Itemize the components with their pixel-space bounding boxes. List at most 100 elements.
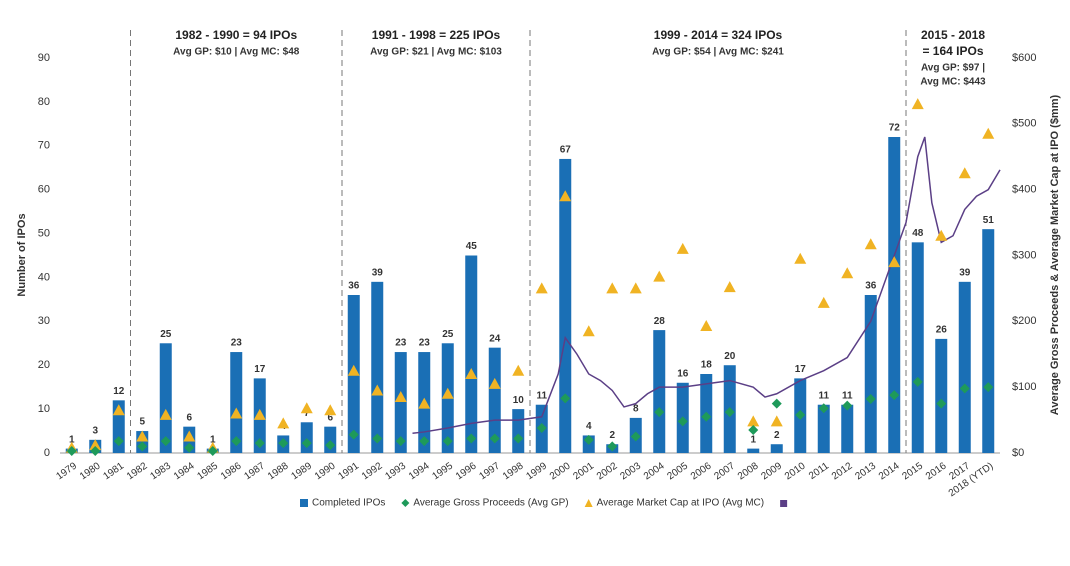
bar-value-label: 36 — [348, 281, 360, 292]
x-tick-label: 2007 — [712, 460, 737, 482]
legend-label: Completed IPOs — [312, 498, 385, 509]
bar-value-label: 2 — [609, 430, 615, 441]
mc-marker — [441, 387, 454, 399]
gp-marker — [113, 436, 124, 447]
mc-marker — [770, 415, 783, 427]
x-tick-label: 1994 — [407, 460, 432, 482]
gp-marker — [889, 390, 900, 401]
x-tick-label: 2010 — [783, 460, 808, 482]
period-subtitle: Avg GP: $54 | Avg MC: $241 — [652, 47, 784, 58]
gp-marker — [912, 376, 923, 387]
bar-value-label: 48 — [912, 228, 924, 239]
y-tick-label: 80 — [38, 96, 50, 108]
x-tick-label: 1980 — [78, 460, 103, 482]
bar — [911, 242, 924, 453]
bar-value-label: 11 — [818, 390, 829, 401]
y-tick-label: 60 — [38, 184, 50, 196]
x-tick-label: 2001 — [571, 460, 596, 482]
gp-marker — [372, 433, 383, 444]
x-tick-label: 2012 — [830, 460, 855, 482]
gp-marker — [842, 400, 853, 411]
y-tick-label: 30 — [38, 315, 50, 327]
bar — [888, 137, 901, 453]
bar-value-label: 39 — [372, 267, 384, 278]
bar — [747, 448, 760, 453]
mc-marker — [535, 282, 548, 294]
bar-value-label: 5 — [139, 417, 145, 428]
mc-marker — [911, 98, 924, 110]
mc-marker — [723, 281, 736, 293]
bar — [935, 338, 948, 453]
x-tick-label: 2003 — [618, 460, 643, 482]
mc-marker — [277, 417, 290, 429]
x-tick-label: 2004 — [642, 460, 667, 482]
mc-marker — [371, 384, 384, 396]
bar-value-label: 23 — [231, 338, 243, 349]
bar-value-label: 1 — [69, 434, 75, 445]
mc-marker — [864, 238, 877, 250]
gp-marker — [959, 383, 970, 394]
mc-marker — [935, 229, 948, 241]
mc-marker — [324, 404, 337, 416]
x-tick-label: 1996 — [454, 460, 479, 482]
x-tick-label: 1995 — [430, 460, 455, 482]
x-tick-label: 1984 — [172, 460, 197, 482]
gp-marker — [795, 409, 806, 420]
x-tick-label: 2011 — [807, 460, 831, 482]
mc-marker — [794, 252, 807, 264]
bar-value-label: 23 — [419, 338, 431, 349]
bar — [653, 330, 666, 453]
gp-marker — [419, 436, 430, 447]
gp-marker — [160, 436, 171, 447]
x-tick-label: 2002 — [595, 460, 620, 482]
gp-marker — [325, 440, 336, 451]
mc-marker — [300, 402, 313, 414]
gp-marker — [466, 433, 477, 444]
gp-marker — [607, 441, 618, 452]
y2-tick-label: $400 — [1012, 184, 1036, 196]
mc-marker — [958, 167, 971, 179]
bar-value-label: 6 — [186, 412, 192, 423]
bar-value-label: 18 — [701, 360, 713, 371]
bar-value-label: 24 — [489, 333, 501, 344]
mc-marker — [559, 190, 572, 202]
gp-marker — [654, 407, 665, 418]
mc-marker — [841, 267, 854, 279]
y2-axis-label: Average Gross Proceeds & Average Market … — [1049, 94, 1061, 415]
bar-value-label: 6 — [327, 412, 333, 423]
gp-marker — [348, 429, 359, 440]
x-tick-label: 1998 — [501, 460, 526, 482]
x-tick-label: 2016 — [924, 460, 949, 482]
y-tick-label: 70 — [38, 140, 50, 152]
gp-marker — [231, 436, 242, 447]
bar-value-label: 17 — [254, 364, 266, 375]
x-tick-label: 2005 — [665, 460, 690, 482]
bar — [465, 255, 478, 453]
legend-swatch — [300, 499, 308, 507]
bar — [958, 281, 971, 453]
legend-label: Average Market Cap at IPO (Avg MC) — [597, 498, 764, 509]
bar-value-label: 8 — [633, 404, 639, 415]
x-tick-label: 1993 — [383, 460, 408, 482]
y-tick-label: 40 — [38, 271, 50, 283]
bar — [488, 347, 501, 453]
mc-marker — [700, 319, 713, 331]
y-tick-label: 10 — [38, 403, 50, 415]
x-tick-label: 2009 — [759, 460, 784, 482]
gp-marker — [137, 441, 148, 452]
bar — [841, 404, 854, 453]
x-tick-label: 1986 — [219, 460, 244, 482]
gp-marker — [395, 436, 406, 447]
bar-value-label: 20 — [724, 351, 736, 362]
bar-value-label: 17 — [795, 364, 807, 375]
x-tick-label: 2008 — [736, 460, 761, 482]
bar-value-label: 28 — [654, 316, 666, 327]
bar-value-label: 26 — [936, 325, 948, 336]
index-line — [412, 136, 1001, 434]
y-tick-label: 90 — [38, 52, 50, 64]
gp-marker — [724, 407, 735, 418]
bar — [770, 444, 783, 453]
bar-value-label: 72 — [889, 123, 901, 134]
x-tick-label: 1985 — [195, 460, 220, 482]
gp-marker — [865, 394, 876, 405]
